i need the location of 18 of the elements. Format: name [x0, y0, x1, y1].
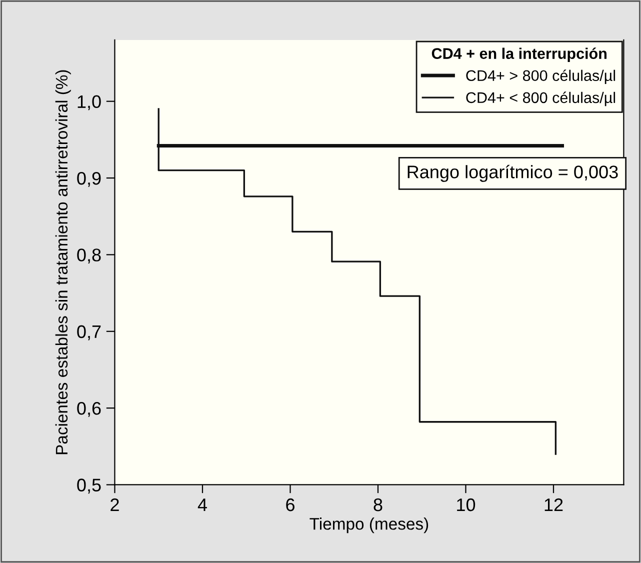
x-axis-title: Tiempo (meses): [310, 518, 428, 534]
y-tick-label: 0,8: [77, 248, 101, 264]
x-tick-label: 6: [286, 498, 294, 512]
y-tick-label: 0,9: [77, 172, 101, 187]
y-tick-label: 0,6: [77, 402, 101, 417]
y-tick-label: 0,5: [77, 478, 101, 494]
annotation: Rango logarítmico = 0,003: [408, 164, 618, 182]
y-axis-title: Pacientes estables sin tratamiento antirretroviral (%): [55, 70, 71, 454]
x-tick-label: 12: [544, 498, 563, 512]
x-tick-label: 10: [457, 498, 476, 512]
legend-label: CD4+ < 800 células/µl: [466, 92, 616, 106]
legend-label: CD4+ > 800 células/µl: [466, 70, 616, 84]
x-tick-label: 8: [374, 498, 382, 512]
y-tick-label: 1,0: [78, 95, 101, 110]
legend-title: CD4 + en la interrupción: [432, 48, 606, 62]
x-tick-label: 4: [198, 498, 207, 512]
y-tick-label: 0,7: [77, 325, 101, 340]
x-tick-label: 2: [110, 498, 119, 512]
